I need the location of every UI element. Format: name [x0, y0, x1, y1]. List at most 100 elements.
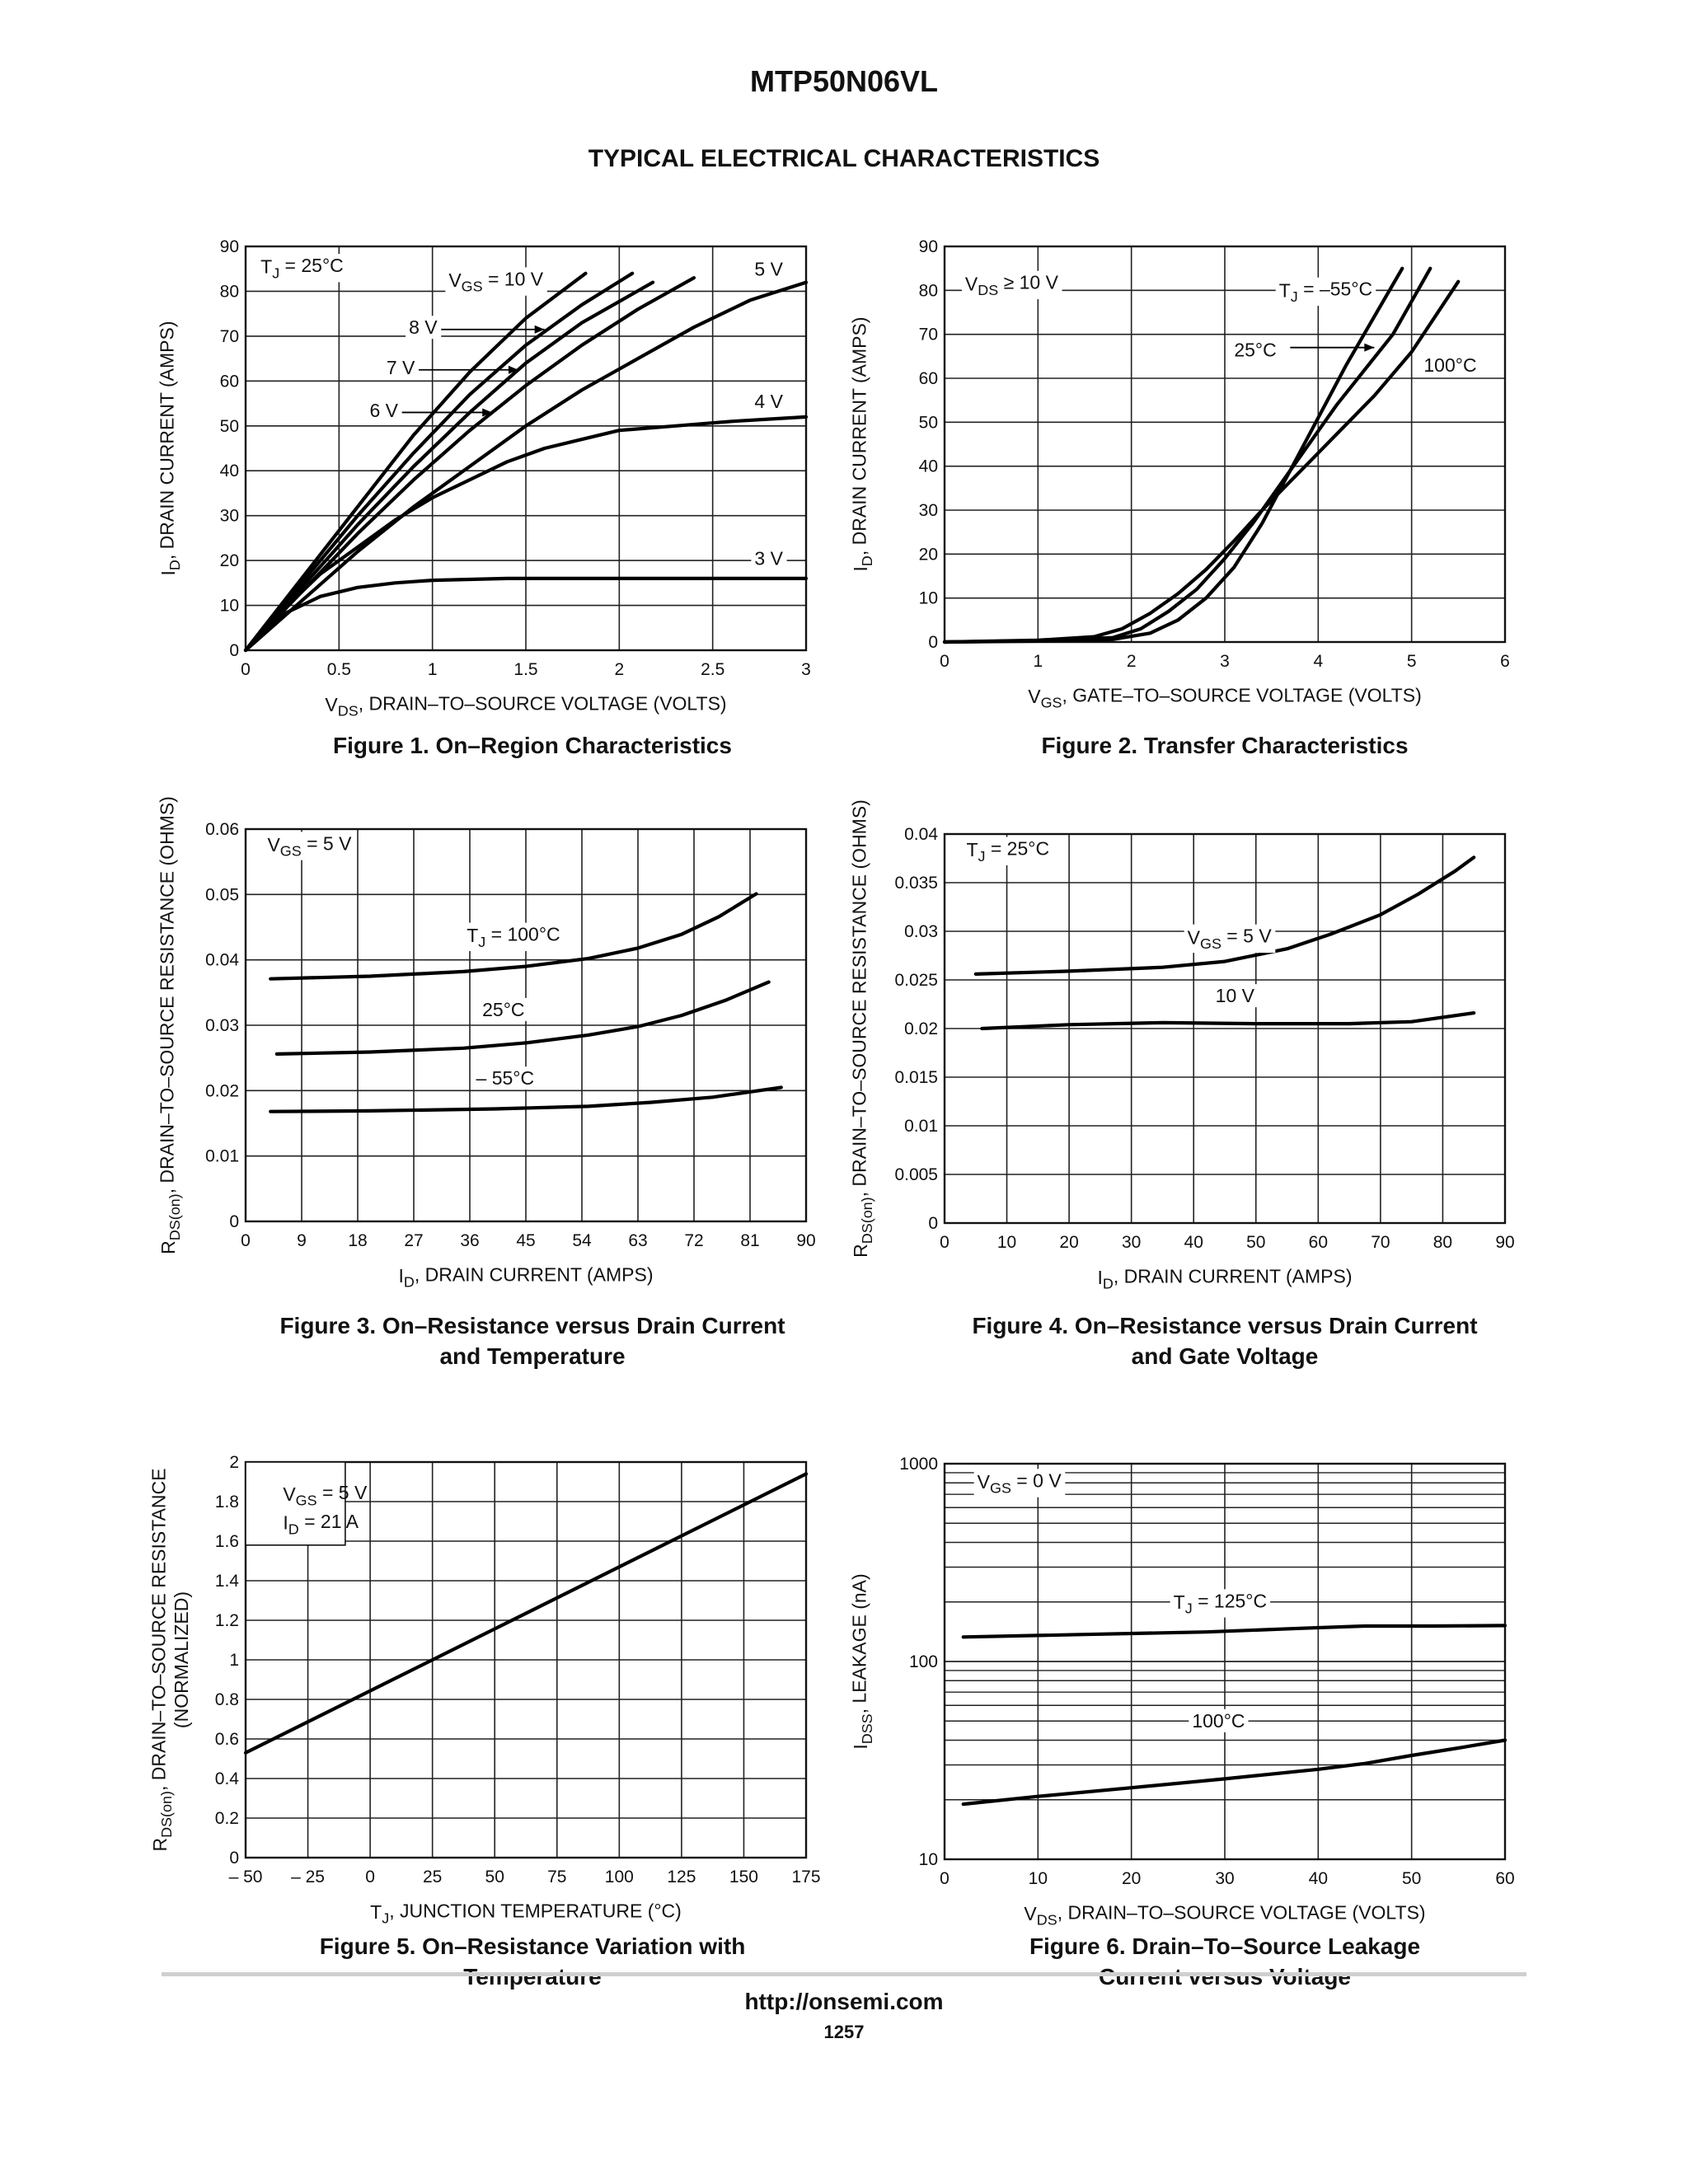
y-tick-label: 90: [220, 237, 239, 256]
footer-link[interactable]: http://onsemi.com: [744, 1989, 944, 2014]
x-tick-label: – 25: [291, 1868, 325, 1886]
x-tick-label: 63: [628, 1231, 647, 1250]
y-tick-label: 50: [220, 417, 239, 436]
annotation-background: [1189, 1708, 1249, 1732]
annotation-label: 25°C: [482, 999, 524, 1020]
annotation-background: [463, 922, 564, 951]
leader-arrowhead: [482, 408, 493, 417]
x-axis-label: VDS, DRAIN–TO–SOURCE VOLTAGE (VOLTS): [325, 692, 726, 719]
series-line: [243, 271, 588, 653]
x-tick-label: 3: [801, 660, 811, 679]
annotation-label: – 55°C: [476, 1067, 535, 1089]
series-line: [243, 271, 635, 653]
y-tick-label: 1.8: [215, 1493, 239, 1511]
y-tick-label: 0.03: [205, 1016, 239, 1035]
y-axis-label: IDSS, LEAKAGE (nA): [848, 1573, 874, 1749]
y-axis-label: ID, DRAIN CURRENT (AMPS): [848, 316, 874, 571]
y-tick-label: 0: [928, 1214, 938, 1233]
annotation-background: [751, 257, 787, 281]
x-tick-label: 40: [1184, 1233, 1203, 1252]
annotation-background: [1184, 924, 1276, 954]
annotation-background: [257, 254, 347, 283]
y-axis-label: ID, DRAIN CURRENT (AMPS): [156, 321, 182, 575]
figure-5-caption: Figure 5. On–Resistance Variation with Te…: [162, 1931, 903, 1992]
x-axis-label: ID, DRAIN CURRENT (AMPS): [398, 1263, 653, 1290]
x-tick-label: 70: [1371, 1233, 1390, 1252]
x-tick-label: 10: [997, 1233, 1016, 1252]
section-title: TYPICAL ELECTRICAL CHARACTERISTICS: [588, 145, 1100, 172]
figure-3-caption: Figure 3. On–Resistance versus Drain Cur…: [162, 1310, 903, 1371]
x-tick-label: 30: [1122, 1233, 1141, 1252]
series-line: [243, 276, 696, 653]
y-tick-label: 0.04: [904, 825, 938, 844]
figure-2-transfer-chart: 0 1 2 3 4 5 6 0 10 20 30 40 50 60 70 80 90 VGS, GATE–TO–S…: [841, 231, 1566, 725]
annotation-label: VGS = 10 V: [448, 268, 543, 294]
y-tick-label: 2: [229, 1453, 239, 1472]
x-tick-label: 0: [365, 1868, 375, 1886]
x-tick-label: 2: [1127, 652, 1137, 671]
x-tick-label: 81: [740, 1231, 759, 1250]
annotation-background: [366, 398, 402, 422]
leader-arrowhead: [508, 365, 518, 374]
y-tick-label: 10: [919, 1850, 938, 1869]
x-tick-label: 54: [572, 1231, 592, 1250]
annotation-background: [1231, 338, 1280, 362]
y-tick-label: 1000: [899, 1455, 938, 1474]
caption-line: Current versus Voltage: [1098, 1964, 1352, 1990]
x-tick-label: 50: [1402, 1869, 1421, 1888]
y-tick-label: 0: [928, 633, 938, 652]
annotation-background: [472, 1066, 538, 1090]
annotation-background: [1212, 984, 1259, 1008]
annotation-label: TJ = 25°C: [260, 255, 344, 281]
x-tick-label: 0.5: [327, 660, 351, 679]
x-tick-label: 3: [1220, 652, 1230, 671]
x-tick-label: 2.5: [701, 660, 724, 679]
series-line: [243, 1472, 809, 1755]
y-tick-label: 1.6: [215, 1532, 239, 1551]
y-tick-label: 20: [919, 545, 938, 564]
figure-1-caption: Figure 1. On–Region Characteristics: [162, 730, 903, 761]
x-tick-label: 80: [1433, 1233, 1452, 1252]
y-tick-label: 20: [220, 551, 239, 570]
footer-divider: [162, 1972, 1526, 1976]
x-tick-label: 175: [791, 1868, 820, 1886]
figure-4-caption: Figure 4. On–Resistance versus Drain Cur…: [854, 1310, 1596, 1371]
x-tick-label: 125: [667, 1868, 696, 1886]
y-tick-label: 0: [229, 1212, 239, 1231]
series-line: [269, 892, 758, 981]
series-line: [274, 980, 771, 1056]
annotation-label: 4 V: [754, 391, 783, 412]
y-tick-label: 60: [919, 369, 938, 388]
x-tick-label: 0: [940, 1233, 950, 1252]
series-line: [961, 1738, 1507, 1807]
x-tick-label: 30: [1215, 1869, 1234, 1888]
annotation-label: VGS = 5 V: [283, 1482, 368, 1508]
plot-frame: [943, 245, 1507, 644]
x-tick-label: 5: [1407, 652, 1417, 671]
figure-1-on-region-chart: 0 0.5 1 1.5 2 2.5 3 0 10 20 30 40 50 60 70 80 90 VDS, DRA…: [148, 231, 874, 725]
x-axis-label: ID, DRAIN CURRENT (AMPS): [1097, 1265, 1352, 1291]
y-tick-label: 30: [220, 507, 239, 526]
y-tick-label: 50: [919, 413, 938, 432]
series-line: [243, 576, 809, 653]
annotation-background: [479, 997, 528, 1021]
x-tick-label: 45: [516, 1231, 535, 1250]
annotation-label: TJ = 125°C: [1174, 1590, 1267, 1616]
x-tick-label: 150: [729, 1868, 758, 1886]
figure-4-resistance-vs-current-gate-chart: 0 10 20 30 40 50 60 70 80 90 0 0.005 0.01 0.015 0.02 0.…: [841, 791, 1566, 1302]
x-tick-label: 60: [1309, 1233, 1328, 1252]
caption-line: and Temperature: [439, 1343, 626, 1369]
y-tick-label: 80: [919, 281, 938, 300]
y-tick-label: 70: [919, 326, 938, 344]
series-line: [243, 415, 809, 653]
x-tick-label: 36: [460, 1231, 479, 1250]
annotation-background: [963, 837, 1053, 865]
figure-6-caption: Figure 6. Drain–To–Source Leakage Current…: [854, 1931, 1596, 1992]
annotation-label: 10 V: [1216, 985, 1255, 1006]
caption-line: and Gate Voltage: [1131, 1343, 1319, 1369]
y-tick-label: 0.4: [215, 1769, 240, 1788]
y-tick-label: 90: [919, 237, 938, 256]
annotation-background: [1170, 1589, 1271, 1618]
annotation-label: ID = 21 A: [283, 1511, 359, 1537]
y-tick-label: 40: [220, 462, 239, 480]
